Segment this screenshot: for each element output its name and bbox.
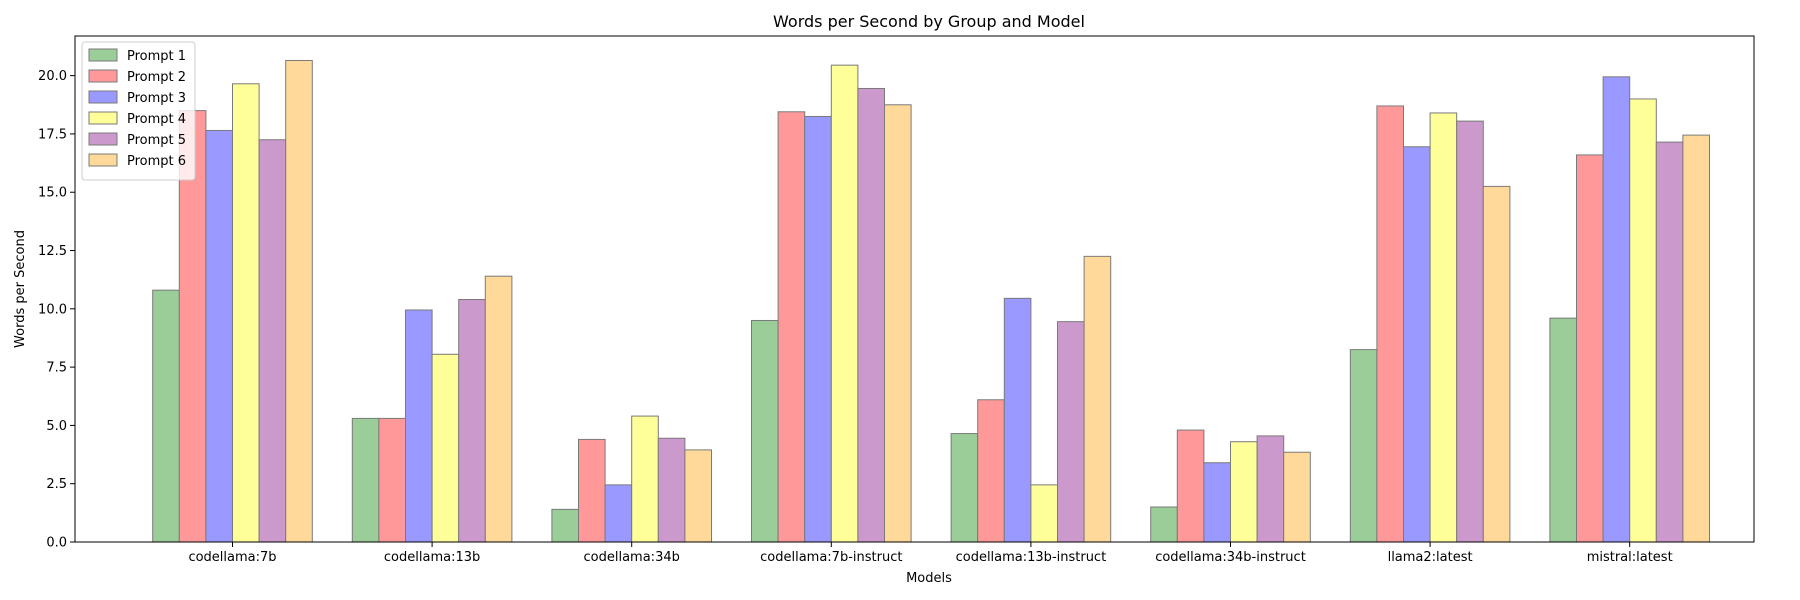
bar-5-3 — [657, 437, 686, 543]
bar-4-6 — [1230, 441, 1258, 543]
bar-3-5 — [1003, 297, 1032, 543]
bar-5-2 — [458, 298, 486, 543]
chart-title: Words per Second by Group and Model — [773, 12, 1085, 31]
bar-1-5 — [950, 433, 979, 543]
legend-swatch — [88, 153, 118, 167]
bar-3-3 — [604, 484, 633, 543]
y-tick-label: 15.0 — [38, 186, 67, 201]
legend-label: Prompt 4 — [127, 112, 186, 127]
legend-label: Prompt 2 — [127, 70, 186, 85]
bar-2-7 — [1376, 105, 1405, 543]
bar-6-1 — [285, 59, 313, 543]
bar-6-4 — [884, 104, 912, 543]
y-tick-label: 5.0 — [46, 419, 67, 434]
bar-1-8 — [1549, 317, 1578, 543]
bar-2-3 — [578, 438, 606, 543]
y-tick-label: 7.5 — [46, 361, 67, 376]
bar-5-8 — [1655, 141, 1684, 543]
x-axis: codellama:7b codellama:13b codellama:34b co… — [188, 542, 1673, 565]
bar-5-6 — [1256, 435, 1285, 543]
legend-swatch — [88, 69, 118, 83]
bar-1-7 — [1349, 349, 1378, 543]
x-tick-label: codellama:13b — [384, 550, 480, 565]
x-tick-label: codellama:34b — [584, 550, 680, 565]
bar-1-6 — [1150, 506, 1178, 543]
bar-4-2 — [431, 353, 460, 543]
legend-swatch — [88, 132, 118, 146]
y-tick-label: 2.5 — [46, 477, 67, 492]
legend-swatch — [88, 90, 118, 104]
bar-3-6 — [1203, 462, 1232, 543]
legend-swatch — [88, 111, 118, 125]
bar-2-2 — [378, 417, 406, 543]
bar-4-1 — [232, 83, 260, 543]
bar-2-6 — [1176, 429, 1205, 543]
x-axis-label: Models — [906, 571, 952, 586]
bar-1-1 — [152, 289, 180, 543]
y-axis-label: Words per Second — [13, 230, 28, 348]
bar-6-8 — [1682, 134, 1711, 543]
x-tick-label: mistral:latest — [1587, 550, 1673, 565]
bar-6-3 — [684, 449, 713, 543]
x-tick-label: llama2:latest — [1388, 550, 1473, 565]
y-tick-label: 12.5 — [38, 244, 67, 259]
bar-4-5 — [1030, 484, 1059, 543]
bar-1-2 — [351, 417, 380, 543]
bar-4-3 — [631, 415, 659, 543]
bar-2-1 — [178, 110, 207, 543]
bar-3-1 — [205, 129, 233, 543]
bar-3-2 — [405, 309, 433, 543]
plot-frame — [74, 35, 1755, 543]
legend: Prompt 1 Prompt 2 Prompt 3 Prompt 4 Prompt 5… — [81, 41, 196, 181]
legend-label: Prompt 6 — [127, 154, 186, 169]
bar-3-8 — [1602, 76, 1631, 543]
x-tick-label: codellama:7b-instruct — [760, 550, 902, 565]
bar-2-5 — [977, 399, 1005, 543]
bar-4-7 — [1429, 112, 1458, 543]
y-axis: 0.0 2.5 5.0 7.5 10.0 12.5 15.0 17.5 20.0 — [38, 69, 75, 551]
legend-label: Prompt 1 — [127, 49, 186, 64]
bar-1-4 — [751, 319, 779, 543]
bar-6-6 — [1283, 451, 1311, 543]
y-tick-label: 10.0 — [38, 302, 67, 317]
x-tick-label: codellama:13b-instruct — [956, 550, 1107, 565]
bar-6-2 — [484, 275, 513, 543]
bar-3-7 — [1403, 146, 1431, 543]
y-tick-label: 17.5 — [38, 127, 67, 142]
bars-layer — [152, 59, 1711, 543]
bar-3-4 — [804, 115, 832, 543]
bar-5-4 — [857, 87, 886, 543]
bar-2-8 — [1576, 154, 1604, 543]
legend-label: Prompt 3 — [127, 91, 186, 106]
bar-5-5 — [1057, 321, 1085, 543]
bar-1-3 — [551, 508, 580, 543]
bar-5-7 — [1456, 120, 1484, 543]
bar-4-4 — [830, 64, 859, 543]
bar-6-7 — [1482, 185, 1511, 543]
bar-4-8 — [1629, 98, 1657, 543]
legend-label: Prompt 5 — [127, 133, 186, 148]
x-tick-label: codellama:34b-instruct — [1155, 550, 1306, 565]
bar-6-5 — [1083, 255, 1112, 543]
y-tick-label: 20.0 — [38, 69, 67, 84]
y-tick-label: 0.0 — [46, 536, 67, 551]
x-tick-label: codellama:7b — [188, 550, 276, 565]
bar-5-1 — [258, 139, 287, 543]
bar-2-4 — [777, 111, 806, 543]
legend-swatch — [88, 48, 118, 62]
